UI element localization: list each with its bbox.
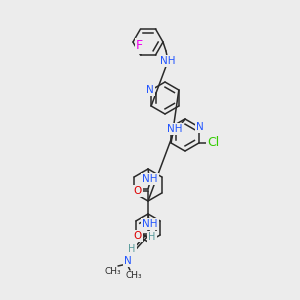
Text: NH: NH (167, 124, 183, 134)
Text: N: N (146, 85, 154, 95)
Text: NH: NH (160, 56, 176, 66)
Text: Cl: Cl (208, 136, 220, 149)
Text: CH₃: CH₃ (126, 272, 142, 280)
Text: H: H (128, 244, 136, 254)
Text: F: F (136, 40, 143, 52)
Text: CH₃: CH₃ (105, 268, 121, 277)
Text: O: O (134, 186, 142, 196)
Text: H: H (148, 232, 156, 242)
Text: NH: NH (142, 174, 158, 184)
Text: NH: NH (142, 219, 158, 229)
Text: N: N (196, 122, 204, 132)
Text: O: O (134, 231, 142, 241)
Text: N: N (124, 256, 132, 266)
